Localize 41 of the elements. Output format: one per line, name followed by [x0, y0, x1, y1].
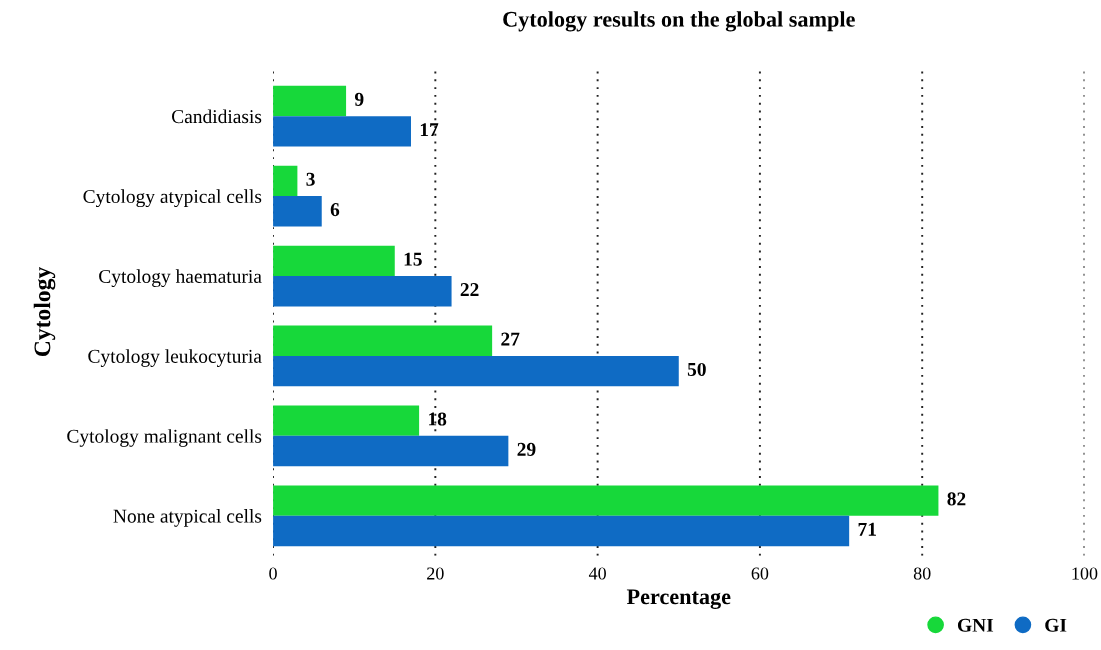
data-label: 71 — [858, 522, 876, 536]
x-tick-label: 40 — [588, 567, 606, 580]
y-tick-label: Cytology haematuria — [99, 269, 262, 287]
chart-title: Cytology results on the global sample — [503, 11, 855, 32]
bar — [273, 165, 298, 197]
bar — [273, 116, 411, 147]
bar — [273, 276, 452, 307]
legend-label: GI — [1045, 618, 1067, 632]
data-label: 3 — [306, 172, 315, 186]
x-tick-label: 20 — [427, 567, 444, 580]
y-tick-label: Cytology leukocyturia — [88, 349, 262, 367]
data-label: 27 — [501, 332, 520, 346]
y-tick-label: Cytology malignant cells — [67, 429, 262, 447]
data-label: 18 — [429, 412, 447, 426]
y-tick-label: Candidiasis — [171, 109, 262, 124]
bar — [273, 85, 347, 117]
data-label: 50 — [687, 362, 706, 377]
data-label: 17 — [420, 123, 439, 137]
y-axis-title: Cytology — [33, 266, 56, 357]
bar — [273, 405, 420, 436]
y-tick-label: Cytology atypical cells — [83, 189, 262, 208]
bar — [273, 485, 939, 516]
bar — [273, 435, 509, 467]
data-label: 22 — [460, 283, 479, 296]
data-label: 6 — [330, 203, 340, 217]
y-tick-label: None atypical cells — [113, 509, 262, 527]
x-tick-label: 0 — [269, 567, 277, 580]
data-label: 29 — [517, 442, 536, 456]
x-tick-label: 80 — [913, 567, 931, 580]
data-label: 15 — [404, 252, 422, 266]
x-axis-title: Percentage — [626, 589, 731, 609]
bar — [273, 196, 322, 227]
bar — [273, 355, 679, 387]
x-tick-label: 100 — [1072, 567, 1098, 580]
bar — [273, 245, 395, 277]
bar — [273, 515, 850, 547]
bar — [273, 325, 493, 356]
legend-label: GNI — [957, 618, 994, 632]
x-tick-label: 60 — [751, 567, 769, 580]
data-label: 9 — [354, 92, 364, 106]
data-label: 82 — [947, 492, 966, 506]
